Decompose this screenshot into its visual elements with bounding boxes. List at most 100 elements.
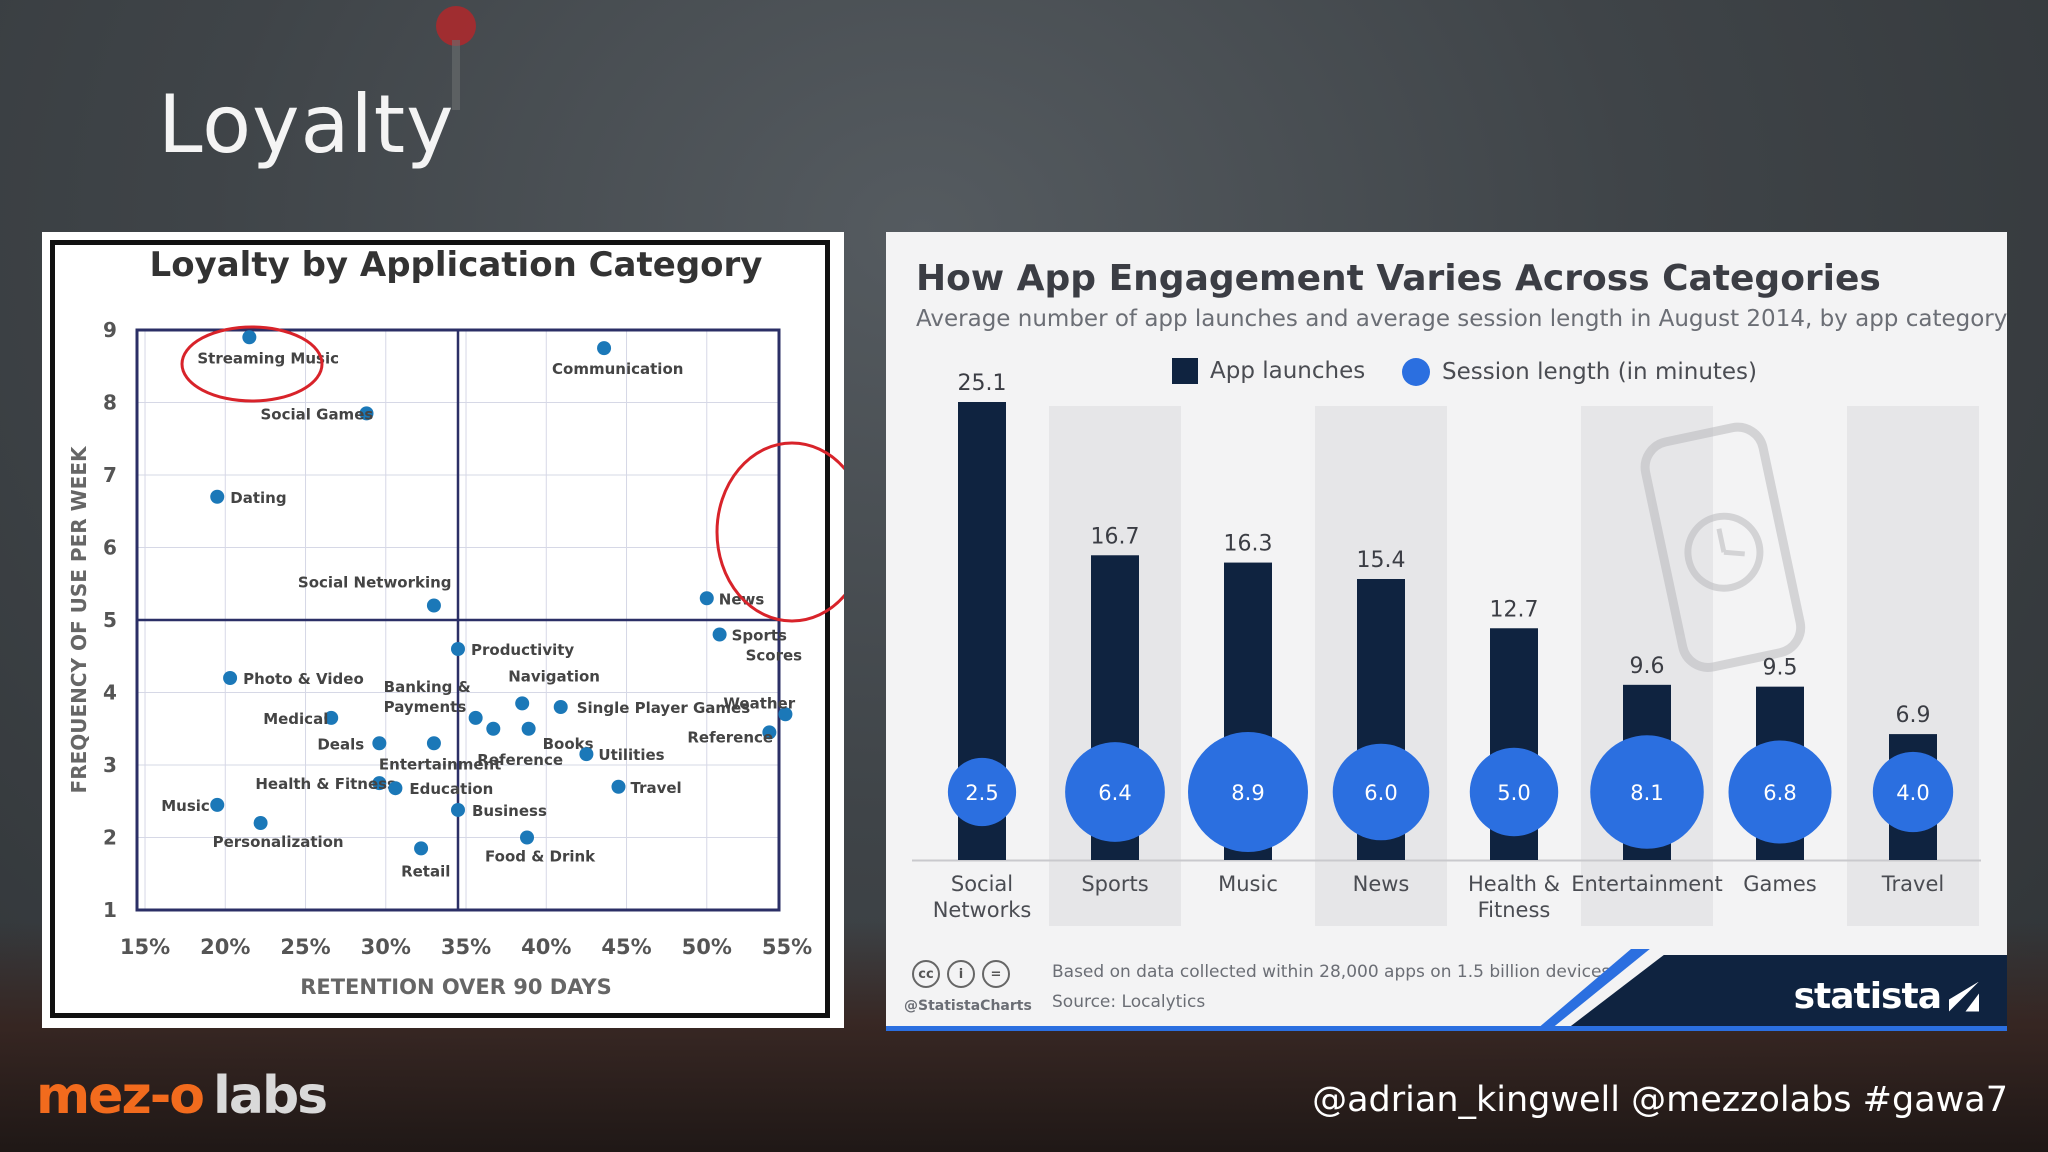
- point-label: Retail: [401, 862, 450, 880]
- scatter-point: [553, 700, 568, 714]
- social-handles: @adrian_kingwell @mezzolabs #gawa7: [1312, 1080, 2008, 1120]
- point-label: Social Games: [261, 405, 374, 423]
- scatter-point: [451, 802, 465, 817]
- scatter-point: [451, 642, 465, 656]
- creative-commons-badges: cc i =: [912, 960, 1010, 988]
- cc-icon: cc: [912, 960, 940, 988]
- engagement-bar-panel: How App Engagement Varies Across Categor…: [886, 232, 2007, 1029]
- point-label: Photo & Video: [243, 670, 364, 688]
- loyalty-scatter-chart: Loyalty by Application Category 15% 20% 25%…: [67, 245, 844, 999]
- scatter-point: [468, 710, 483, 725]
- category-label: Networks: [933, 898, 1032, 922]
- clock-hand: [1716, 528, 1727, 553]
- x-tick-label: 25%: [280, 935, 330, 959]
- scatter-point: [515, 696, 530, 711]
- scatter-point: [242, 330, 257, 345]
- legend-item-app-launches: App launches: [1172, 358, 1365, 384]
- statista-logo-icon: [1949, 981, 1979, 1012]
- bubble-session-length: [947, 757, 1017, 827]
- chart-footnote: Based on data collected within 28,000 ap…: [1052, 962, 1611, 982]
- scatter-point: [579, 747, 594, 762]
- point-label: Weather: [723, 694, 795, 712]
- loyalty-chart-frame: [50, 240, 830, 1018]
- bubble-session-length: [1590, 735, 1704, 849]
- point-label: Reference: [477, 751, 563, 769]
- scatter-point: [699, 591, 714, 606]
- category-label: Fitness: [1478, 898, 1551, 922]
- point-label: Music: [161, 797, 210, 815]
- x-tick-label: 40%: [521, 935, 571, 959]
- category-label: Social: [951, 872, 1013, 896]
- attribution-icon: i: [947, 960, 975, 988]
- bubble-value-label: 6.0: [1364, 781, 1397, 805]
- category-label: News: [1353, 872, 1410, 896]
- bubble-value-label: 2.5: [965, 781, 998, 805]
- point-label: Payments: [384, 698, 467, 716]
- logo-labs-text: labs: [213, 1066, 328, 1126]
- point-label: Scores: [746, 647, 803, 665]
- category-label: Travel: [1881, 872, 1944, 896]
- highlight-ellipse: [180, 325, 324, 403]
- bar-value-label: 25.1: [958, 371, 1007, 396]
- loyalty-scatter-panel: Loyalty by Application Category 15% 20% 25%…: [42, 232, 844, 1028]
- point-label: Navigation: [508, 667, 600, 685]
- statista-credit: @StatistaCharts: [904, 998, 1032, 1014]
- y-tick-label: 6: [103, 536, 117, 560]
- bar-value-label: 15.4: [1357, 548, 1406, 573]
- engagement-chart-title: How App Engagement Varies Across Categor…: [916, 258, 1881, 299]
- point-label: Books: [543, 735, 594, 753]
- panel-accent-bar: [886, 1026, 2007, 1031]
- point-label: Entertainment: [379, 755, 501, 773]
- point-label: Single Player Games: [577, 699, 751, 717]
- category-label: Music: [1218, 872, 1278, 896]
- point-label: Sports: [732, 627, 787, 645]
- background-decoration: [436, 6, 476, 46]
- y-tick-label: 3: [103, 753, 117, 777]
- point-label: Food & Drink: [485, 848, 596, 866]
- category-label: Games: [1743, 872, 1816, 896]
- bar-value-label: 12.7: [1490, 597, 1539, 622]
- point-label: Streaming Music: [197, 349, 339, 367]
- clock-face: [1684, 512, 1764, 592]
- scatter-point: [778, 707, 793, 722]
- bubble-session-length: [1188, 732, 1308, 852]
- bar-value-label: 16.7: [1091, 524, 1140, 549]
- scatter-point: [388, 781, 403, 796]
- point-label: Utilities: [598, 746, 664, 764]
- slide-title: Loyalty: [158, 78, 455, 171]
- point-label: Business: [472, 802, 547, 820]
- scatter-point: [372, 776, 387, 791]
- scatter-point: [611, 779, 626, 794]
- point-label: Personalization: [213, 833, 344, 851]
- x-tick-label: 45%: [601, 935, 651, 959]
- category-label: Health &: [1468, 872, 1560, 896]
- legend-label: Session length (in minutes): [1442, 359, 1758, 385]
- x-axis-title: RETENTION OVER 90 DAYS: [300, 975, 612, 999]
- point-label: Deals: [317, 735, 364, 753]
- point-label: Dating: [230, 489, 286, 507]
- scatter-point: [486, 721, 501, 736]
- category-label: Sports: [1081, 872, 1148, 896]
- y-tick-label: 8: [103, 391, 117, 415]
- scatter-point: [253, 816, 268, 830]
- bubble-value-label: 8.9: [1231, 781, 1264, 805]
- scatter-point: [762, 725, 777, 740]
- bubble-value-label: 5.0: [1497, 781, 1530, 805]
- bubble-session-length: [1872, 751, 1954, 833]
- legend-label: App launches: [1210, 358, 1366, 384]
- chart-source: Source: Localytics: [1052, 992, 1206, 1012]
- y-tick-label: 9: [103, 318, 117, 342]
- scatter-point: [426, 598, 441, 613]
- legend-swatch-square-icon: [1172, 358, 1198, 384]
- point-label: Reference: [687, 728, 773, 746]
- statista-logo: statista: [1794, 976, 1979, 1017]
- scatter-title: Loyalty by Application Category: [150, 245, 763, 285]
- background-decoration: [452, 40, 460, 110]
- y-tick-label: 4: [103, 681, 117, 705]
- scatter-point: [210, 797, 225, 812]
- x-tick-label: 30%: [361, 935, 411, 959]
- phone-illustration-icon: [1640, 422, 1806, 672]
- x-tick-label: 20%: [200, 935, 250, 959]
- phone-body: [1640, 422, 1806, 672]
